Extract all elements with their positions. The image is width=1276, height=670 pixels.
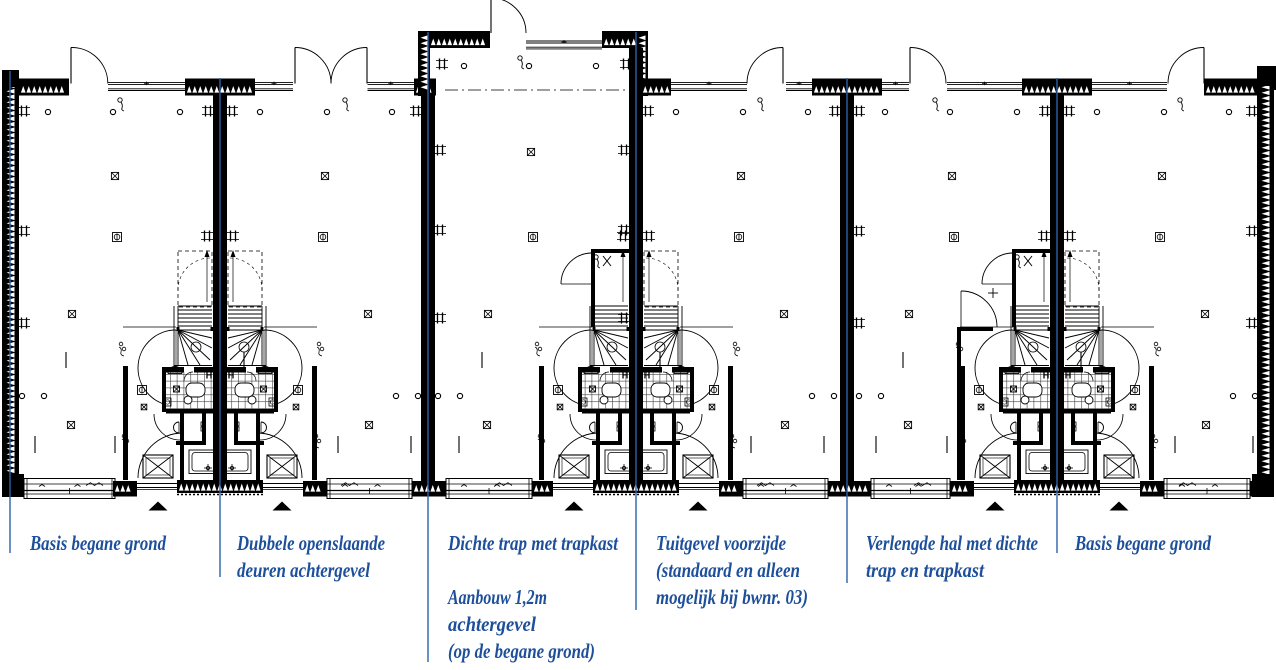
svg-text:Basis begane grond: Basis begane grond (29, 531, 167, 555)
svg-text:trap en trapkast: trap en trapkast (866, 558, 985, 582)
svg-text:Tuitgevel voorzijde: Tuitgevel voorzijde (656, 531, 786, 555)
svg-text:Verlengde hal met dichte: Verlengde hal met dichte (866, 531, 1038, 555)
svg-text:(standaard en alleen: (standaard en alleen (656, 558, 800, 582)
svg-text:mogelijk bij bwnr. 03): mogelijk bij bwnr. 03) (656, 585, 808, 609)
svg-text:(op de begane grond): (op de begane grond) (448, 639, 595, 663)
svg-text:Dichte trap met trapkast: Dichte trap met trapkast (447, 531, 619, 555)
svg-text:Dubbele openslaande: Dubbele openslaande (236, 531, 385, 555)
svg-text:deuren achtergevel: deuren achtergevel (237, 558, 370, 582)
svg-text:achtergevel: achtergevel (448, 612, 536, 636)
svg-text:Basis begane grond: Basis begane grond (1074, 531, 1212, 555)
svg-text:Aanbouw 1,2m: Aanbouw 1,2m (447, 585, 547, 609)
